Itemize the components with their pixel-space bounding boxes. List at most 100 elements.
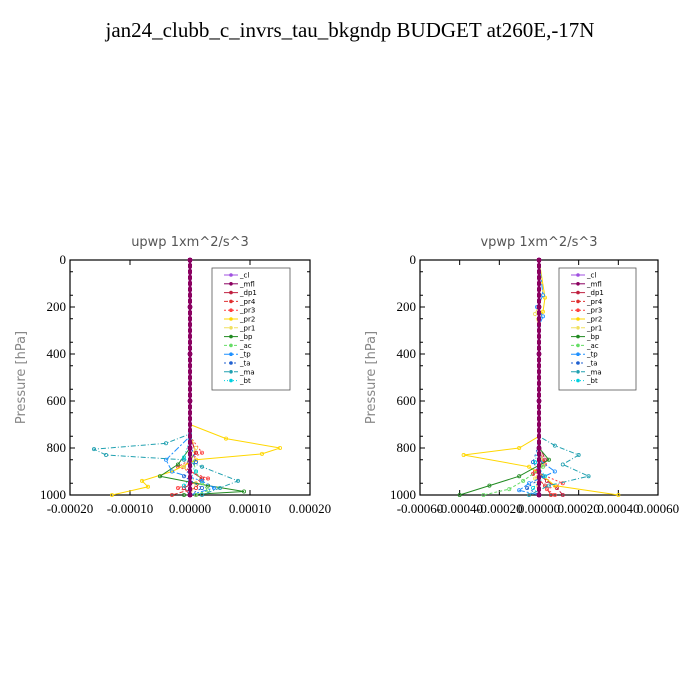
series-line-ma xyxy=(528,260,591,496)
legend-marker xyxy=(229,370,233,374)
legend-label: _pr3 xyxy=(586,307,602,315)
series-point-pr4 xyxy=(193,485,198,490)
series-point-mfl xyxy=(537,393,541,398)
series-point-mfl xyxy=(188,487,192,492)
series-point-mfl xyxy=(188,422,192,427)
y-axis-label: Pressure [hPa] xyxy=(364,331,379,424)
y-tick-label: 200 xyxy=(397,299,417,314)
series-point-mfl xyxy=(537,487,541,492)
series-point-mfl xyxy=(537,475,541,480)
series-point-ma xyxy=(546,483,551,488)
series-point-ma xyxy=(92,447,97,452)
series-point-ta xyxy=(525,485,530,490)
legend-marker xyxy=(576,299,580,304)
legend-label: _pr2 xyxy=(239,316,255,324)
legend-marker xyxy=(576,326,580,330)
legend-label: _ac xyxy=(239,342,252,350)
series-point-mfl xyxy=(188,316,192,321)
series-point-bp xyxy=(241,489,246,494)
series-point-mfl xyxy=(537,416,541,421)
series-point-mfl xyxy=(537,422,541,427)
series-point-pr3 xyxy=(175,485,180,490)
series-point-ta xyxy=(199,485,204,490)
legend-label: _cl xyxy=(586,272,596,280)
series-point-mfl xyxy=(537,310,541,315)
series-point-mfl xyxy=(537,404,541,409)
series-point-mfl xyxy=(188,263,192,268)
series-point-ma xyxy=(199,464,204,469)
series-point-pr1 xyxy=(193,445,198,450)
series-point-bp xyxy=(457,492,462,497)
series-point-ta xyxy=(531,460,536,465)
series-point-tp xyxy=(163,457,168,462)
y-axis-label: Pressure [hPa] xyxy=(14,331,29,424)
series-point-mfl xyxy=(537,357,541,362)
series-point-mfl xyxy=(537,387,541,392)
series-point-mfl xyxy=(537,410,541,415)
series-point-bt xyxy=(181,483,186,488)
legend-label: _pr4 xyxy=(239,298,256,306)
series-point-ac xyxy=(481,492,486,497)
series-point-tp xyxy=(540,314,545,319)
series-point-mfl xyxy=(537,287,541,292)
series-point-bp xyxy=(546,457,551,462)
y-tick-label: 200 xyxy=(47,299,67,314)
series-point-mfl xyxy=(537,428,541,433)
series-point-mfl xyxy=(188,346,192,351)
series-point-mfl xyxy=(537,352,541,356)
series-point-tp xyxy=(552,469,557,474)
series-point-pr2 xyxy=(517,445,522,450)
series-point-mfl xyxy=(188,299,192,304)
series-point-mfl xyxy=(188,393,192,398)
series-point-mfl xyxy=(188,469,192,474)
series-point-ta xyxy=(181,474,186,479)
series-line-pr2 xyxy=(463,259,619,496)
series-point-pr2 xyxy=(616,492,621,497)
legend-marker xyxy=(576,290,580,295)
legend-box xyxy=(558,267,637,391)
y-tick-label: 600 xyxy=(397,393,417,408)
series-point-mfl xyxy=(537,381,541,386)
x-tick-label: -0.00060 xyxy=(397,501,444,516)
legend-marker xyxy=(229,290,233,295)
legend-marker xyxy=(229,334,233,339)
series-point-mfl xyxy=(537,269,541,274)
legend-label: _tp xyxy=(239,351,251,359)
legend-marker xyxy=(229,273,233,277)
series-point-mfl xyxy=(537,469,541,474)
legend-marker xyxy=(229,317,233,321)
series-point-mfl xyxy=(537,316,541,321)
series-point-mfl xyxy=(537,440,541,445)
x-tick-label: 0.00020 xyxy=(289,501,331,516)
series-point-bt xyxy=(533,460,538,465)
series-line-bp xyxy=(459,260,550,496)
legend-box xyxy=(211,267,291,391)
series-point-pr4 xyxy=(193,450,198,455)
legend-marker xyxy=(576,308,580,313)
series-point-pr2 xyxy=(277,445,282,450)
series-point-mfl xyxy=(537,481,541,486)
series-point-bp xyxy=(181,492,186,497)
series-point-ma xyxy=(552,443,557,448)
series-point-mfl xyxy=(188,328,192,333)
series-point-pr3 xyxy=(199,450,204,455)
series-point-ma xyxy=(586,474,591,479)
legend-label: _pr4 xyxy=(586,298,603,306)
legend-label: _pr1 xyxy=(586,324,602,332)
y-tick-label: 1000 xyxy=(40,487,66,502)
plot-title: vpwp 1xm^2/s^3 xyxy=(480,235,597,250)
series-point-bp xyxy=(517,474,522,479)
series-point-ac xyxy=(193,492,198,497)
legend-marker xyxy=(576,352,580,357)
series-point-ac xyxy=(199,481,204,486)
series-point-pr2 xyxy=(540,309,545,314)
series-point-pr4 xyxy=(199,476,204,481)
series-point-bp xyxy=(157,474,162,479)
series-point-pr1 xyxy=(181,464,186,469)
plot-title: upwp 1xm^2/s^3 xyxy=(131,235,249,250)
legend-marker xyxy=(229,352,233,357)
x-tick-label: -0.00040 xyxy=(436,501,483,516)
y-tick-label: 1000 xyxy=(390,487,416,502)
series-point-mfl xyxy=(537,258,541,262)
